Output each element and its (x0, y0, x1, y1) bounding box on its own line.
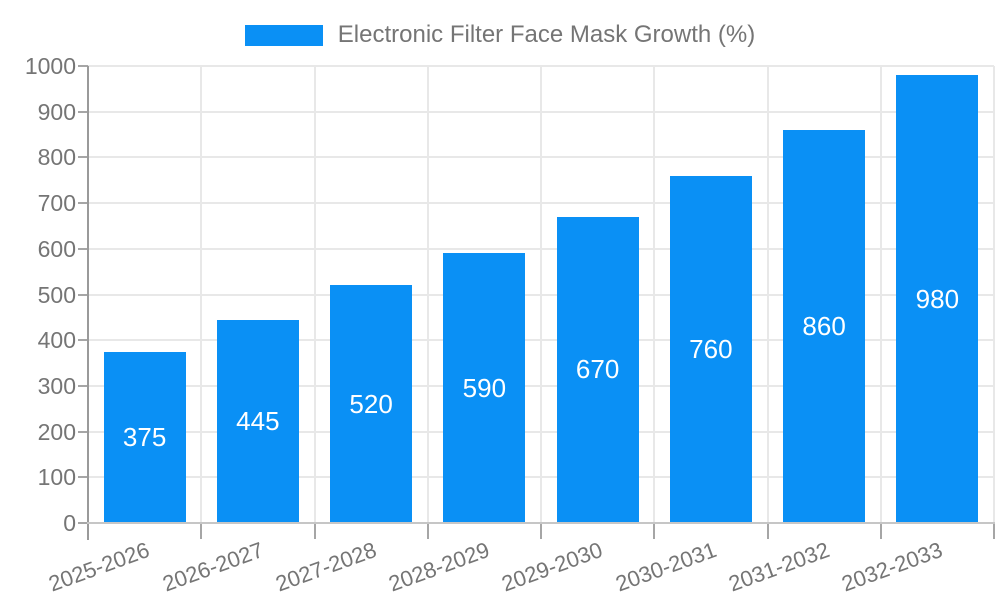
bar-value-label: 375 (122, 421, 167, 452)
gridline-vertical (653, 66, 656, 523)
bar-2032-2033[interactable]: 980 (896, 75, 979, 523)
bar-2025-2026[interactable]: 375 (103, 351, 186, 523)
gridline-vertical (200, 66, 203, 523)
x-axis-tick (426, 523, 429, 539)
y-axis-label: 100 (37, 464, 76, 491)
y-axis-tick (78, 430, 88, 433)
bar-value-label: 860 (802, 310, 846, 341)
y-axis-tick (78, 65, 88, 67)
bar-value-label: 445 (236, 405, 280, 436)
x-axis-label: 2027-2028 (272, 537, 380, 597)
x-axis-line (87, 522, 995, 524)
y-axis-tick (78, 384, 88, 387)
y-axis-label: 600 (37, 235, 76, 262)
bar-value-label: 590 (462, 372, 507, 403)
x-axis-label: 2028-2029 (385, 537, 493, 597)
x-axis-label: 2026-2027 (159, 537, 267, 597)
bar-value-label: 520 (349, 388, 393, 419)
bar-2026-2027[interactable]: 445 (216, 319, 299, 523)
x-axis-label: 2030-2031 (612, 537, 720, 597)
y-axis-label: 1000 (24, 53, 76, 79)
x-axis-tick (200, 523, 203, 539)
x-axis-label: 2032-2033 (838, 537, 946, 597)
y-axis-label: 700 (37, 190, 76, 217)
x-axis-tick (313, 523, 316, 539)
gridline-vertical (766, 66, 769, 523)
y-axis-tick (78, 293, 88, 296)
bar-2031-2032[interactable]: 860 (783, 129, 866, 523)
legend-item[interactable]: Electronic Filter Face Mask Growth (%) (244, 21, 756, 49)
y-axis-label: 800 (37, 144, 76, 171)
gridline-vertical (426, 66, 429, 523)
y-axis-tick (78, 522, 88, 524)
y-axis-label: 200 (37, 418, 76, 445)
gridline-vertical (879, 66, 882, 523)
legend: Electronic Filter Face Mask Growth (%) (0, 18, 1000, 52)
x-axis-tick (766, 523, 769, 539)
y-axis-label: 500 (37, 281, 76, 308)
legend-swatch (244, 24, 323, 46)
y-axis-label: 300 (37, 372, 76, 399)
y-axis-tick (78, 476, 88, 479)
bar-value-label: 980 (915, 283, 960, 314)
bar-value-label: 760 (689, 333, 733, 364)
x-axis-tick (540, 523, 542, 539)
x-axis-tick (879, 523, 882, 539)
bar-value-label: 670 (575, 354, 620, 385)
gridline-vertical (540, 66, 542, 523)
gridline-vertical (313, 66, 316, 523)
x-axis-label: 2031-2032 (725, 537, 833, 597)
bar-2027-2028[interactable]: 520 (330, 285, 413, 523)
y-axis-label: 0 (63, 510, 76, 536)
bar-2030-2031[interactable]: 760 (669, 175, 752, 523)
y-axis-tick (78, 202, 88, 205)
y-axis-tick (78, 156, 88, 159)
y-axis-tick (78, 247, 88, 250)
x-axis-label: 2025-2026 (45, 537, 154, 597)
x-axis-label: 2029-2030 (498, 537, 607, 597)
y-axis-line (87, 66, 89, 540)
x-axis-tick (993, 523, 995, 539)
y-axis-label: 900 (37, 98, 76, 125)
y-axis-tick (78, 339, 88, 342)
gridline-vertical (993, 66, 995, 523)
y-axis-tick (78, 110, 88, 113)
legend-label: Electronic Filter Face Mask Growth (%) (337, 21, 756, 48)
bar-2028-2029[interactable]: 590 (443, 253, 526, 523)
bar-2029-2030[interactable]: 670 (556, 216, 639, 523)
y-axis-label: 400 (37, 327, 76, 354)
x-axis-tick (653, 523, 656, 539)
